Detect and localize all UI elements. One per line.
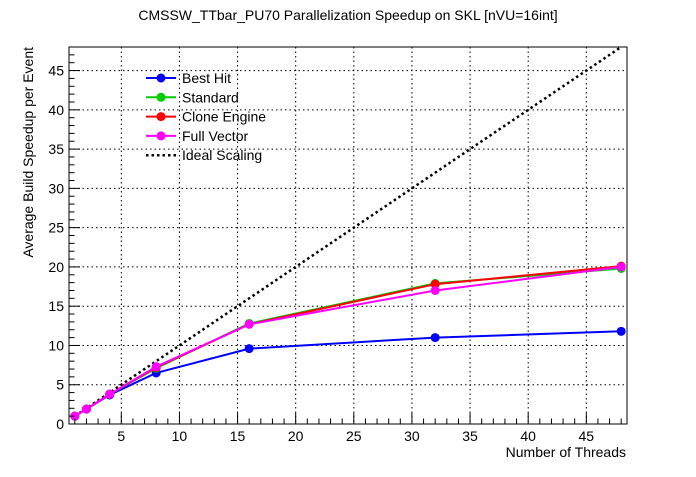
ideal-scaling-line-group bbox=[74, 47, 622, 418]
data-point-best-hit bbox=[616, 326, 626, 336]
y-axis-label: Average Build Speedup per Event bbox=[20, 47, 36, 258]
legend: Best Hit Standard Clone Engine Full Vector I… bbox=[146, 70, 266, 163]
series-group bbox=[70, 261, 626, 421]
y-tick-label: 45 bbox=[48, 63, 64, 79]
x-tick-label: 45 bbox=[579, 428, 595, 444]
x-tick-label: 10 bbox=[172, 428, 188, 444]
y-tick-label: 30 bbox=[48, 180, 64, 196]
x-tick-label: 5 bbox=[117, 428, 125, 444]
x-tick-label: 35 bbox=[462, 428, 478, 444]
legend-label-full-vector: Full Vector bbox=[182, 128, 248, 144]
legend-marker-best-hit bbox=[156, 73, 166, 83]
data-point-full-vector bbox=[430, 285, 440, 295]
ideal-scaling-line bbox=[74, 47, 622, 418]
legend-marker-full-vector bbox=[156, 131, 166, 141]
x-tick-label: 15 bbox=[230, 428, 246, 444]
data-point-best-hit bbox=[244, 344, 254, 354]
data-point-full-vector bbox=[244, 319, 254, 329]
legend-label-standard: Standard bbox=[182, 89, 239, 105]
data-point-best-hit bbox=[430, 333, 440, 343]
x-tick-label: 20 bbox=[288, 428, 304, 444]
legend-label-best-hit: Best Hit bbox=[182, 70, 231, 86]
grid-lines bbox=[69, 47, 627, 424]
legend-marker-standard bbox=[156, 92, 166, 102]
data-point-full-vector bbox=[151, 362, 161, 372]
data-point-full-vector bbox=[70, 411, 80, 421]
x-tick-label: 25 bbox=[346, 428, 362, 444]
y-tick-label: 5 bbox=[56, 377, 64, 393]
y-tick-label: 35 bbox=[48, 141, 64, 157]
legend-label-clone-engine: Clone Engine bbox=[182, 109, 266, 125]
y-tick-label: 25 bbox=[48, 220, 64, 236]
y-tick-label: 0 bbox=[56, 416, 64, 432]
series-line-full-vector bbox=[74, 265, 622, 417]
data-point-full-vector bbox=[81, 404, 91, 414]
data-point-clone-engine bbox=[430, 279, 440, 289]
x-axis-label: Number of Threads bbox=[506, 444, 626, 460]
x-tick-label: 40 bbox=[520, 428, 536, 444]
x-tick-label: 30 bbox=[404, 428, 420, 444]
legend-marker-clone-engine bbox=[156, 112, 166, 122]
axes: 5 10 15 20 25 30 35 40 45 0 5 10 15 20 25 30 35 40 45 bbox=[48, 46, 628, 444]
y-tick-label: 10 bbox=[48, 337, 64, 353]
chart-title: CMSSW_TTbar_PU70 Parallelization Speedup… bbox=[138, 7, 557, 23]
series-line-clone-engine bbox=[74, 265, 622, 417]
data-point-full-vector bbox=[105, 389, 115, 399]
y-tick-label: 15 bbox=[48, 298, 64, 314]
legend-label-ideal-scaling: Ideal Scaling bbox=[182, 147, 262, 163]
y-tick-label: 20 bbox=[48, 259, 64, 275]
data-point-full-vector bbox=[616, 262, 626, 272]
y-tick-label: 40 bbox=[48, 102, 64, 118]
